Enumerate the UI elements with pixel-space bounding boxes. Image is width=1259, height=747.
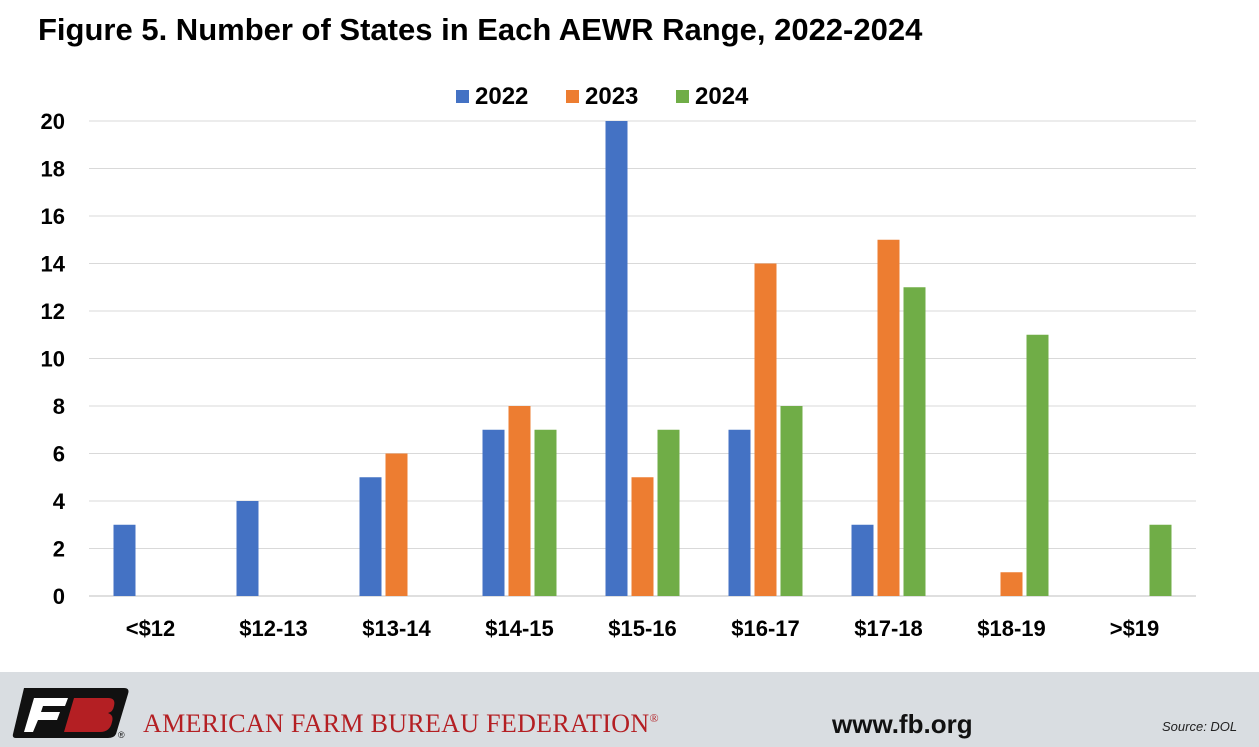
bar-2023-$16-17 <box>754 263 777 596</box>
bar-2024-$17-18 <box>903 287 926 596</box>
bar-2022-$12-13 <box>236 501 259 596</box>
svg-text:®: ® <box>118 730 125 740</box>
y-tick-label: 12 <box>41 299 65 324</box>
y-tick-label: 2 <box>53 537 65 562</box>
bar-2022-$17-18 <box>851 524 874 596</box>
legend-label: 2024 <box>695 83 749 110</box>
bar-2023-$18-19 <box>1000 572 1023 596</box>
y-tick-label: 8 <box>53 394 65 419</box>
farm-bureau-logo: ® <box>12 688 129 740</box>
y-axis-tick-labels: 0 2 4 6 8 10 12 14 16 18 20 <box>41 109 66 609</box>
x-tick-label: >$19 <box>1110 616 1160 641</box>
x-tick-label: $14-15 <box>485 616 554 641</box>
bar-chart: 0 2 4 6 8 10 12 14 16 18 20 <$12 $12-13 $13-14 $14-15… <box>41 83 1196 641</box>
bar-2022-$14-15 <box>482 429 505 596</box>
bar-2022-$16-17 <box>728 429 751 596</box>
y-tick-label: 6 <box>53 442 65 467</box>
y-tick-label: 20 <box>41 109 65 134</box>
organization-name: AMERICAN FARM BUREAU FEDERATION® <box>143 709 659 738</box>
y-tick-label: 16 <box>41 204 65 229</box>
y-tick-label: 0 <box>53 584 65 609</box>
legend: 2022 2023 2024 <box>456 83 749 110</box>
x-axis-tick-labels: <$12 $12-13 $13-14 $14-15 $15-16 $16-17 $17-18… <box>126 616 1160 641</box>
bar-2024-$14-15 <box>534 429 557 596</box>
bar-2024-$15-16 <box>657 429 680 596</box>
legend-swatch-2023 <box>566 90 579 103</box>
x-tick-label: <$12 <box>126 616 176 641</box>
bar-2023-$15-16 <box>631 477 654 596</box>
legend-label: 2022 <box>475 83 528 110</box>
legend-swatch-2024 <box>676 90 689 103</box>
legend-swatch-2022 <box>456 90 469 103</box>
website-link[interactable]: www.fb.org <box>832 709 973 739</box>
bar-2022-$15-16 <box>605 121 628 596</box>
bar-2022-<$12 <box>113 524 136 596</box>
x-tick-label: $18-19 <box>977 616 1046 641</box>
y-tick-label: 4 <box>53 489 66 514</box>
bar-2023-$14-15 <box>508 406 531 596</box>
bar-2023-$13-14 <box>385 453 408 596</box>
footer-bar: ® AMERICAN FARM BUREAU FEDERATION® www.f… <box>0 672 1259 747</box>
chart-title: Figure 5. Number of States in Each AEWR … <box>38 12 923 47</box>
x-tick-label: $16-17 <box>731 616 800 641</box>
bar-2024-$16-17 <box>780 406 803 596</box>
bar-2022-$13-14 <box>359 477 382 596</box>
x-tick-label: $12-13 <box>239 616 308 641</box>
bar-2024-$18-19 <box>1026 334 1049 596</box>
y-tick-label: 18 <box>41 157 65 182</box>
x-tick-label: $17-18 <box>854 616 923 641</box>
bar-2024->$19 <box>1149 524 1172 596</box>
bar-2023-$17-18 <box>877 239 900 596</box>
y-tick-label: 10 <box>41 347 65 372</box>
x-tick-label: $13-14 <box>362 616 431 641</box>
source-note: Source: DOL <box>1162 719 1238 734</box>
y-tick-label: 14 <box>41 252 66 277</box>
legend-label: 2023 <box>585 83 638 110</box>
x-tick-label: $15-16 <box>608 616 677 641</box>
bars <box>113 121 1172 596</box>
